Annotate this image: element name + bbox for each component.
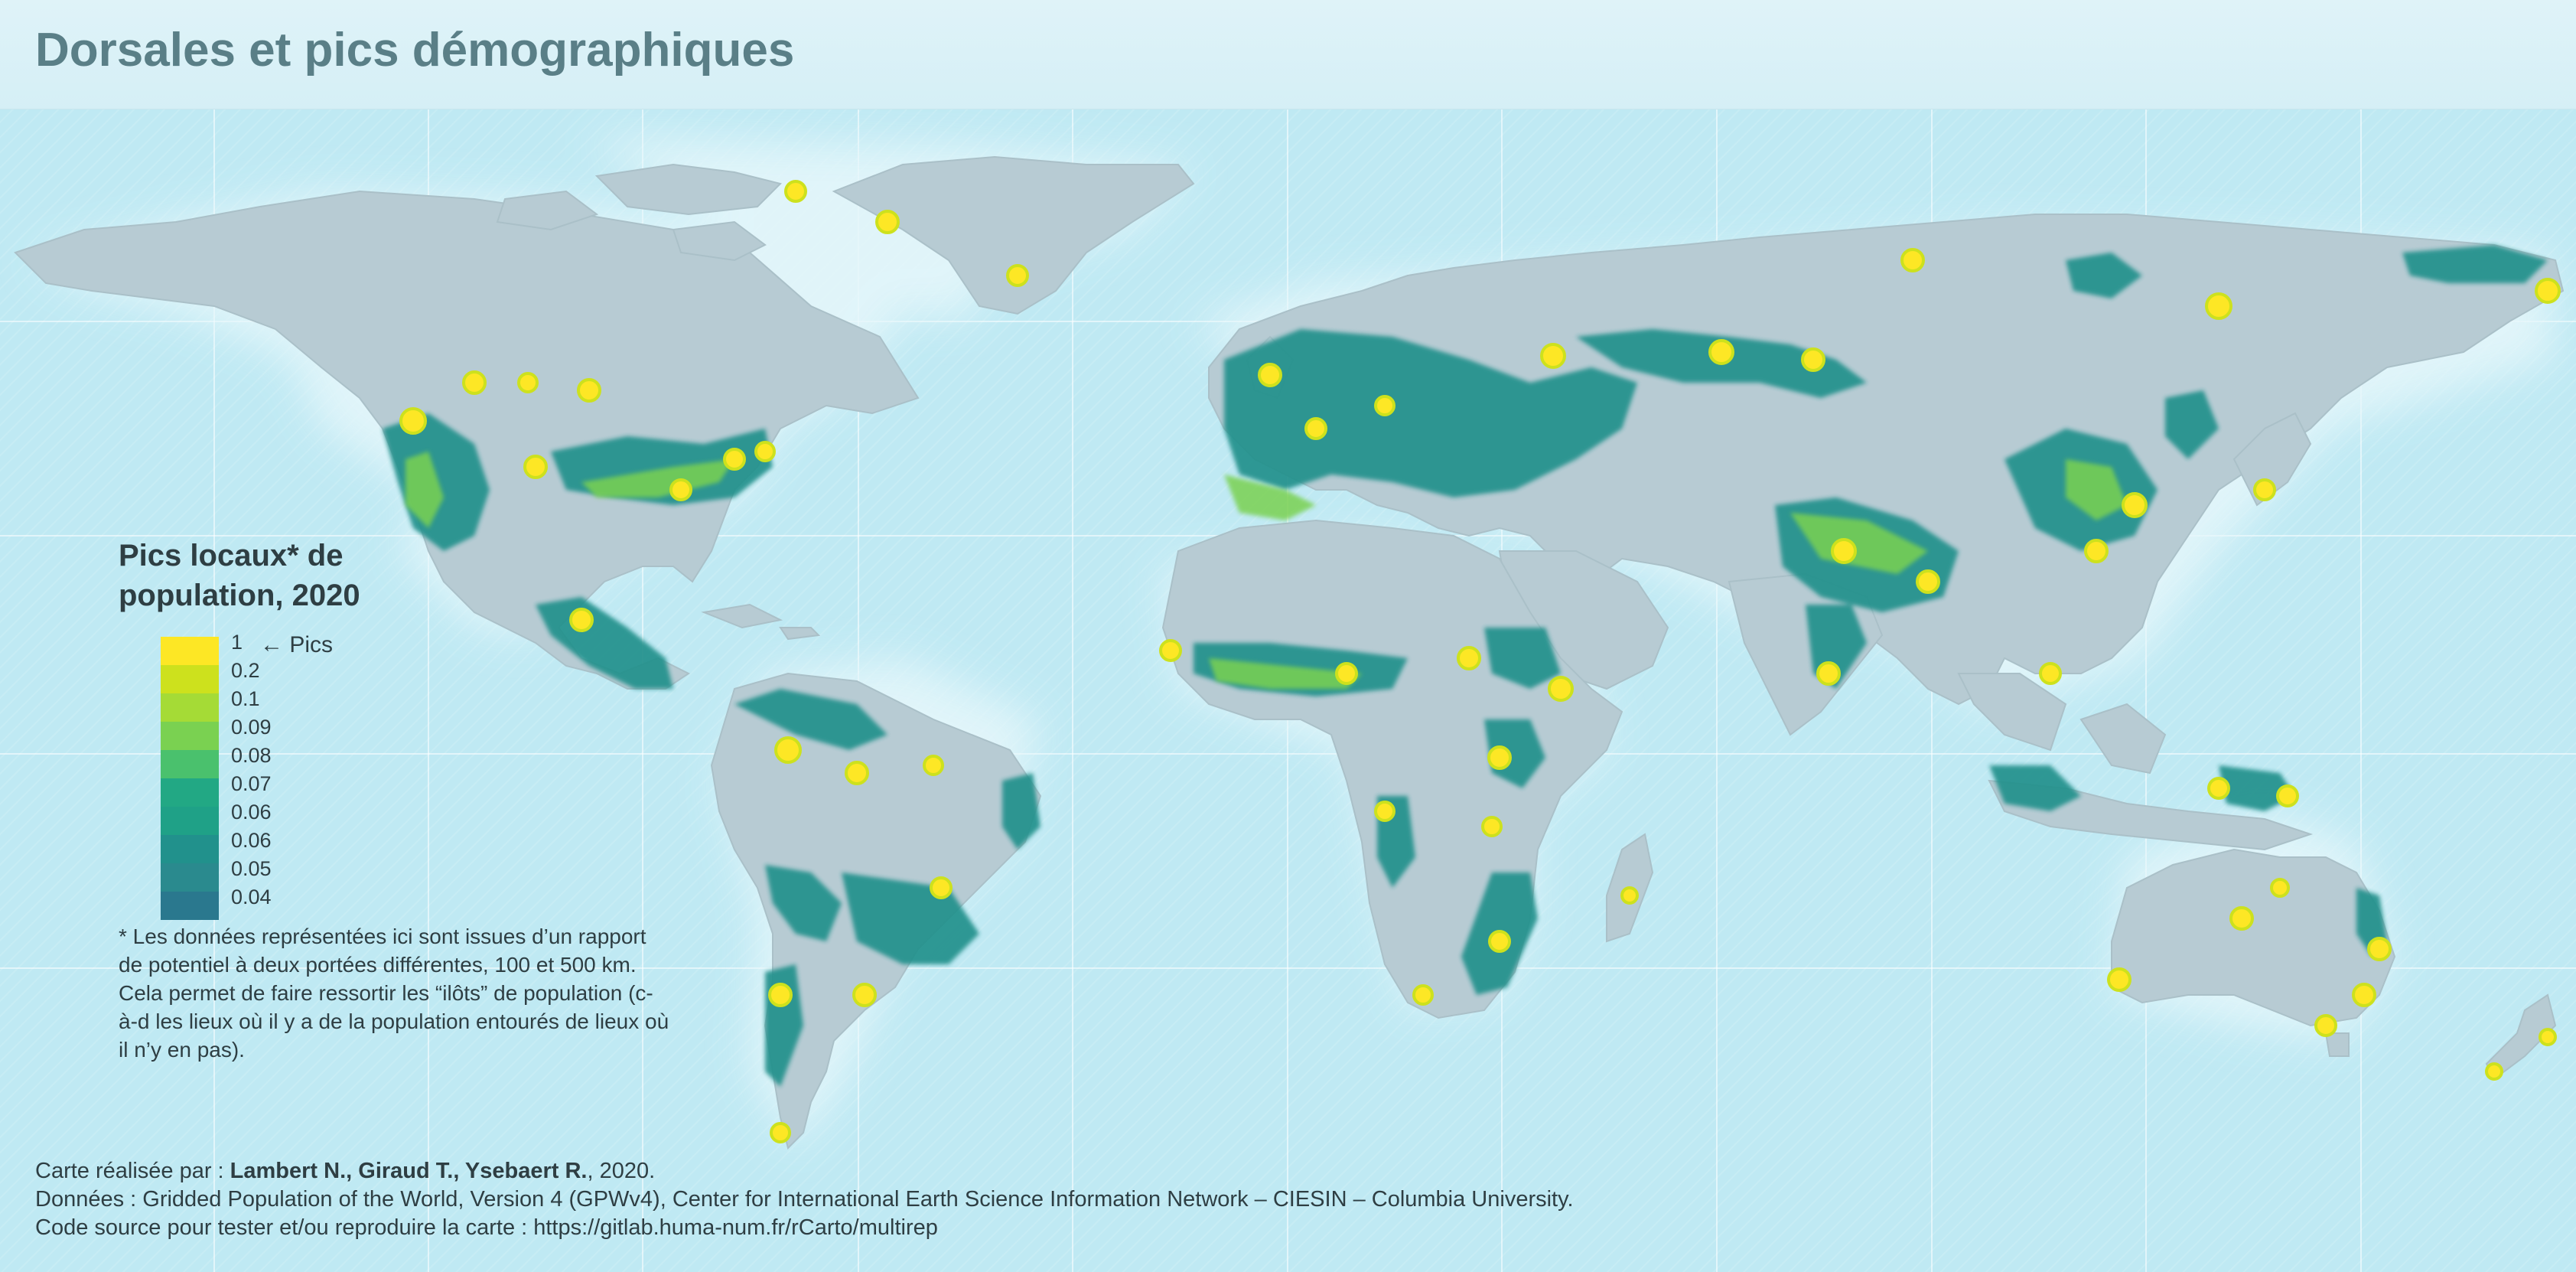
credits: Carte réalisée par : Lambert N., Giraud … <box>35 1157 1574 1242</box>
credits-source-code: Code source pour tester et/ou reproduire… <box>35 1215 938 1240</box>
population-peaks <box>399 180 2561 1143</box>
legend-swatch <box>161 835 219 863</box>
legend-swatches <box>161 637 219 920</box>
europe-asia <box>1208 214 2565 706</box>
legend-swatch <box>161 637 219 665</box>
tasmania <box>2324 1032 2350 1057</box>
legend-swatch <box>161 778 219 807</box>
legend-swatch <box>161 807 219 835</box>
population-belts <box>405 452 2127 689</box>
legend-swatch <box>161 722 219 750</box>
legend-class-label: 0.06 <box>231 829 272 852</box>
legend-swatch <box>161 892 219 920</box>
credits-authors-line: Carte réalisée par : Lambert N., Giraud … <box>35 1157 1574 1186</box>
legend-class-label: 0.09 <box>231 716 272 739</box>
legend-title-line2: population, 2020 <box>119 579 360 612</box>
credits-data-source: Données : Gridded Population of the Worl… <box>35 1187 1574 1212</box>
legend-swatch <box>161 693 219 722</box>
legend-pics-label: ← Pics <box>260 632 334 657</box>
credits-authors: Lambert N., Giraud T., Ysebaert R. <box>230 1159 588 1183</box>
legend-title-line1: Pics locaux* de <box>119 539 344 572</box>
legend-class-label: 0.2 <box>231 659 260 682</box>
australia <box>2111 848 2396 1027</box>
legend-class-label: 0.1 <box>231 687 260 710</box>
legend-class-label: 0.04 <box>231 886 272 908</box>
legend-title: Pics locaux* de population, 2020 <box>119 536 360 615</box>
credits-suffix: , 2020. <box>587 1159 656 1183</box>
legend-class-label: 0.06 <box>231 801 272 824</box>
legend-swatch <box>161 750 219 778</box>
legend-class-label: 0.08 <box>231 744 272 767</box>
caribbean-islands <box>701 603 821 641</box>
legend-swatch <box>161 863 219 892</box>
footnote: * Les données représentées ici sont issu… <box>119 925 669 1062</box>
title-bar: Dorsales et pics démographiques <box>0 0 2576 109</box>
map-title: Dorsales et pics démographiques <box>35 24 795 77</box>
legend-class-label: 0.05 <box>231 857 272 880</box>
new-zealand <box>2485 993 2557 1081</box>
legend-class-label: 1 <box>231 631 243 654</box>
credits-prefix: Carte réalisée par : <box>35 1159 230 1183</box>
legend-class-label: 0.07 <box>231 772 272 795</box>
greenland <box>832 155 1195 315</box>
southeast-asia <box>1957 673 2167 775</box>
legend-swatch <box>161 665 219 693</box>
japan <box>2232 412 2312 507</box>
arctic-islands <box>496 163 782 262</box>
